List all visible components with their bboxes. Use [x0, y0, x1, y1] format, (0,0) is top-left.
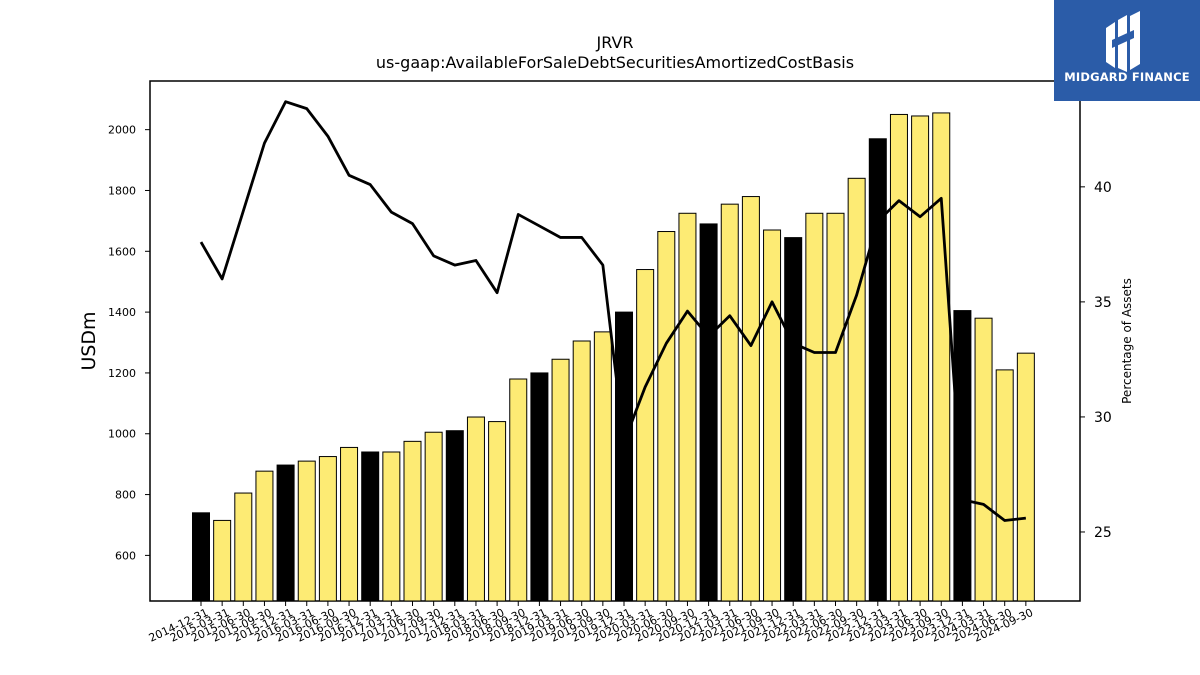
- bar-2019-03-31: [551, 358, 570, 602]
- bar-2023-06-30: [911, 115, 930, 602]
- logo-text: MIDGARD FINANCE: [1064, 70, 1190, 84]
- bar-series: [192, 112, 1035, 602]
- bar-2020-12-31: [699, 223, 718, 602]
- y-tick-label: 1000: [108, 428, 136, 441]
- bar-2015-03-31: [213, 519, 232, 602]
- bar-2023-03-31: [889, 113, 908, 602]
- bar-2018-06-30: [488, 421, 507, 602]
- y-axis-label: USDm: [78, 311, 100, 370]
- y-tick-label: 600: [115, 549, 136, 562]
- bar-2021-12-31: [784, 237, 803, 602]
- brand-logo: MIDGARD FINANCE: [1054, 0, 1200, 101]
- bar-2016-06-30: [318, 456, 337, 602]
- bar-2015-09-30: [255, 470, 274, 602]
- bar-2017-06-30: [403, 440, 422, 602]
- chart-title: JRVR: [596, 33, 634, 52]
- bar-2018-03-31: [466, 416, 485, 602]
- line-series: [199, 100, 1027, 522]
- bar-2022-12-31: [868, 138, 887, 602]
- bar-2014-12-31: [192, 512, 210, 602]
- bar-2020-09-30: [678, 212, 697, 602]
- bar-2017-12-31: [445, 430, 464, 602]
- logo-mark-icon: [1106, 11, 1140, 72]
- bar-2022-06-30: [826, 212, 845, 602]
- right-axis-ticks: 25 30 35 40: [1080, 180, 1112, 541]
- bar-2022-09-30: [847, 177, 866, 602]
- y-tick-label: 1600: [108, 245, 136, 258]
- bar-2018-12-31: [530, 372, 549, 602]
- bar-2023-12-31: [953, 310, 972, 602]
- y2-axis-label: Percentage of Assets: [1120, 278, 1134, 404]
- bar-2019-12-31: [615, 311, 633, 602]
- y-tick-label: 800: [115, 489, 136, 502]
- y-tick-label: 1200: [108, 367, 136, 380]
- bar-2024-03-31: [974, 317, 993, 602]
- bar-2016-09-30: [340, 446, 359, 602]
- percentage-line: [199, 100, 1027, 522]
- bar-2023-09-30: [932, 112, 951, 602]
- bar-2018-09-30: [509, 378, 528, 602]
- x-axis-ticks: 2014-12-312015-03-312015-06-302015-09-30…: [147, 601, 1035, 645]
- bar-2017-03-31: [382, 451, 401, 602]
- bar-2019-06-30: [572, 340, 591, 602]
- bar-2016-12-31: [361, 451, 380, 602]
- y2-tick-label: 25: [1094, 525, 1112, 541]
- y2-tick-label: 35: [1094, 295, 1112, 311]
- bar-2019-09-30: [593, 331, 612, 602]
- bar-2024-06-30: [995, 369, 1014, 602]
- y2-tick-label: 30: [1094, 410, 1112, 426]
- bar-2024-09-30: [1016, 352, 1035, 602]
- chart-subtitle: us-gaap:AvailableForSaleDebtSecuritiesAm…: [375, 53, 855, 72]
- bar-2016-03-31: [297, 460, 316, 602]
- bar-2022-03-31: [805, 212, 824, 602]
- bar-2017-09-30: [424, 431, 443, 602]
- bar-2020-06-30: [657, 231, 676, 602]
- y2-tick-label: 40: [1094, 180, 1112, 196]
- bar-2015-12-31: [276, 464, 295, 602]
- bar-2021-06-30: [741, 196, 760, 602]
- bar-2020-03-31: [636, 269, 655, 602]
- left-axis-ticks: 600 800 1000 1200 1400 1600 1800 2000: [108, 124, 150, 562]
- bar-2015-06-30: [234, 492, 253, 602]
- bar-2021-09-30: [763, 229, 782, 602]
- bar-2021-03-31: [720, 203, 739, 602]
- y-tick-label: 2000: [108, 124, 136, 137]
- y-tick-label: 1400: [108, 306, 136, 319]
- y-tick-label: 1800: [108, 184, 136, 197]
